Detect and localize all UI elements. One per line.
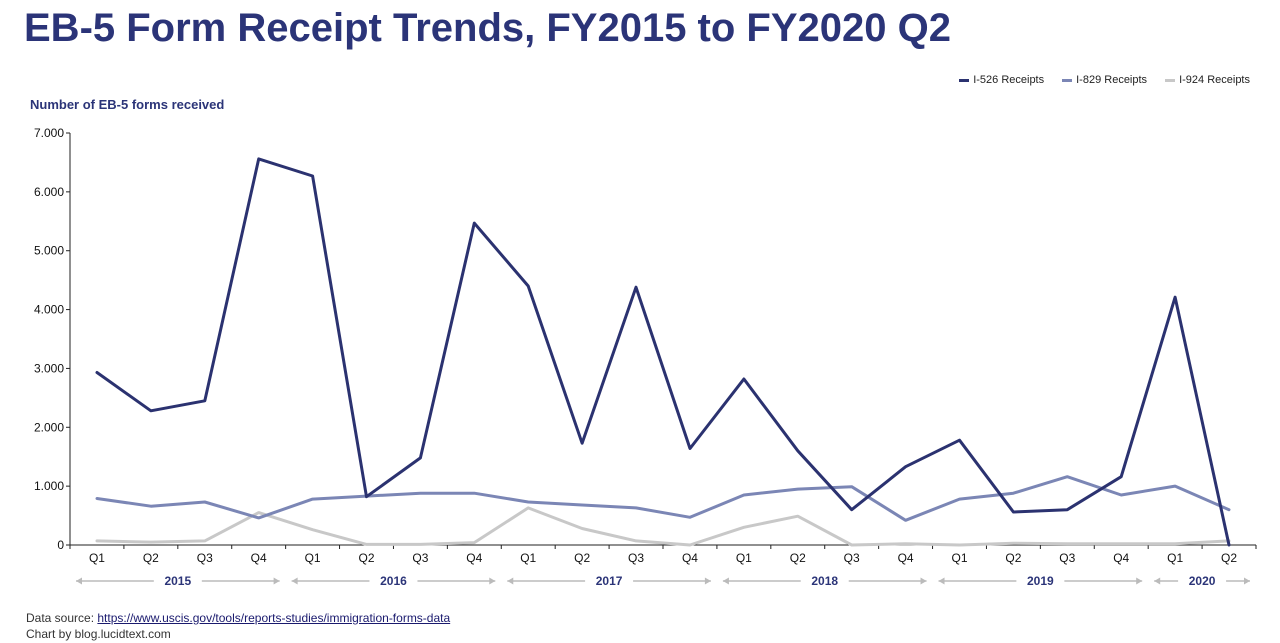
legend-swatch-i526 [959,78,970,82]
year-arrow-head [273,577,280,585]
series-line-i-924 [95,506,1231,547]
year-label: 2018 [811,574,838,588]
year-arrow-head [291,577,298,585]
year-arrow-head [1136,577,1143,585]
credit-text: Chart by blog.lucidtext.com [26,627,171,641]
x-tick-label: Q3 [412,551,428,565]
source-prefix: Data source: [26,611,98,625]
y-tick-label: 6.000 [34,185,64,199]
year-label: 2015 [164,574,191,588]
x-tick-label: Q2 [574,551,590,565]
y-tick-label: 0 [57,538,64,552]
year-label: 2020 [1189,574,1216,588]
line-chart: 0 1.000 2.000 3.000 4.000 5.000 6.000 7.000 Q1 Q2… [34,126,1257,588]
x-tick-label: Q3 [197,551,213,565]
y-tick-label: 2.000 [34,420,64,434]
x-tick-label: Q3 [844,551,860,565]
legend: I-526 Receipts I-829 Receipts I-924 Rece… [959,74,1250,86]
year-arrow-head [704,577,711,585]
x-tick-label: Q2 [1221,551,1237,565]
x-tick-label: Q1 [520,551,536,565]
y-axis-label: Number of EB-5 forms received [30,97,225,112]
y-tick-label: 3.000 [34,361,64,375]
legend-swatch-i924 [1165,78,1176,82]
year-arrow-head [1154,577,1161,585]
chart-title: EB-5 Form Receipt Trends, FY2015 to FY20… [24,6,951,50]
x-tick-label: Q4 [1113,551,1129,565]
legend-item-i924: I-924 Receipts [1165,74,1250,86]
y-tick-label: 4.000 [34,303,64,317]
x-tick-label: Q4 [682,551,698,565]
x-tick-label: Q1 [305,551,321,565]
year-label: 2016 [380,574,407,588]
year-arrow-head [507,577,514,585]
series-line-i-526 [95,157,1231,547]
year-arrow-head [938,577,945,585]
x-tick-label: Q2 [143,551,159,565]
x-tick-label: Q4 [898,551,914,565]
y-tick-label: 1.000 [34,479,64,493]
year-arrow-head [1244,577,1250,585]
year-arrow-head [722,577,729,585]
legend-item-i526: I-526 Receipts [959,74,1044,86]
year-arrow-head [920,577,927,585]
legend-label-i829: I-829 Receipts [1076,74,1148,86]
x-tick-label: Q1 [951,551,967,565]
x-tick-label: Q4 [466,551,482,565]
year-arrow-head [76,577,82,585]
legend-label-i526: I-526 Receipts [973,74,1045,86]
x-tick-label: Q1 [89,551,105,565]
x-tick-label: Q1 [736,551,752,565]
legend-label-i924: I-924 Receipts [1179,74,1250,86]
source-link[interactable]: https://www.uscis.gov/tools/reports-stud… [97,611,451,625]
x-tick-label: Q2 [1005,551,1021,565]
legend-item-i829: I-829 Receipts [1062,74,1147,86]
legend-swatch-i829 [1062,78,1073,82]
x-tick-label: Q4 [251,551,267,565]
x-tick-label: Q3 [1059,551,1075,565]
source-note: Data source: https://www.uscis.gov/tools… [26,610,450,642]
x-tick-label: Q2 [790,551,806,565]
year-label: 2019 [1027,574,1054,588]
x-tick-label: Q3 [628,551,644,565]
x-tick-label: Q2 [358,551,374,565]
y-tick-label: 7.000 [34,126,64,140]
y-tick-label: 5.000 [34,244,64,258]
year-label: 2017 [596,574,623,588]
x-tick-label: Q1 [1167,551,1183,565]
year-arrow-head [489,577,496,585]
series-line-i-829 [95,475,1231,522]
